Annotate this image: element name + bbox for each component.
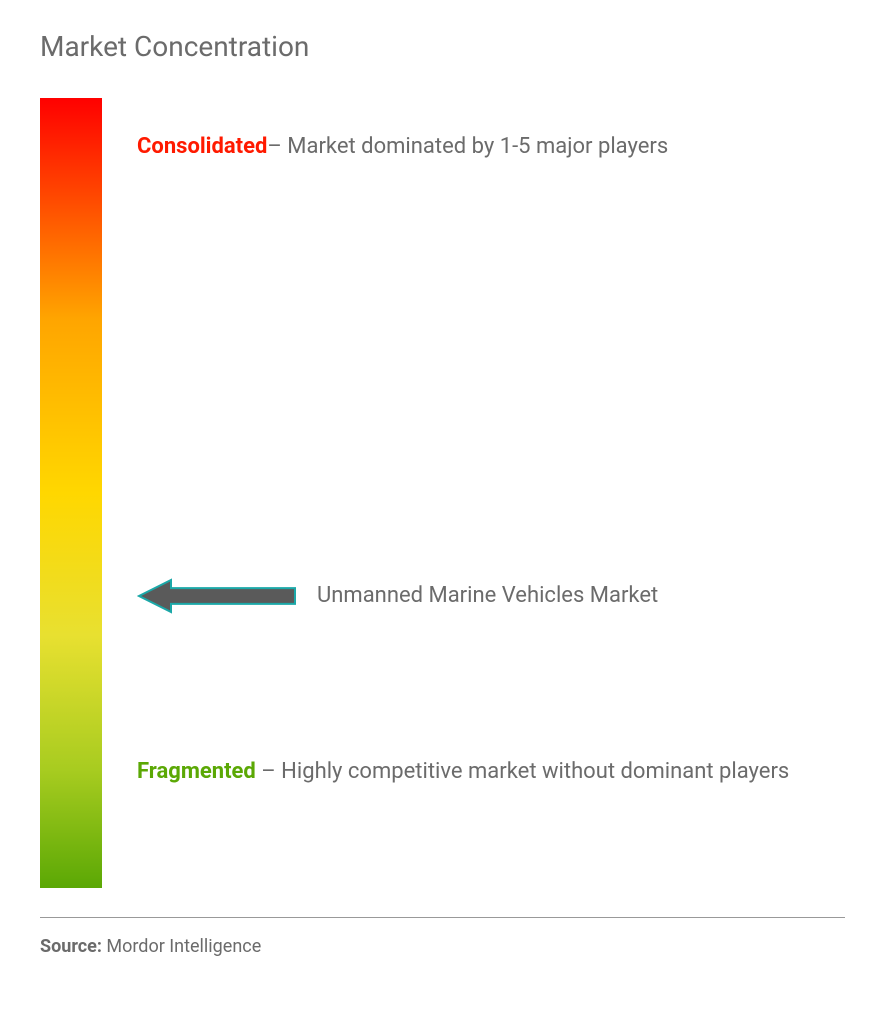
fragmented-desc: – Highly competitive market without domi…: [256, 759, 789, 784]
gradient-scale: [40, 98, 102, 888]
source-value: Mordor Intelligence: [102, 936, 261, 957]
main-content: Consolidated– Market dominated by 1-5 ma…: [40, 98, 845, 918]
market-name: Unmanned Marine Vehicles Market: [317, 578, 658, 613]
consolidated-word: Consolidated: [137, 134, 267, 159]
consolidated-desc: – Market dominated by 1-5 major players: [267, 134, 668, 159]
page-title: Market Concentration: [40, 30, 845, 63]
fragmented-label: Fragmented – Highly competitive market w…: [137, 748, 825, 796]
source-label: Source:: [40, 936, 102, 957]
marker-row: Unmanned Marine Vehicles Market: [137, 578, 658, 614]
arrow-icon: [137, 578, 297, 614]
infographic-container: Market Concentration Consolidated– Marke…: [0, 0, 885, 1010]
labels-area: Consolidated– Market dominated by 1-5 ma…: [102, 98, 845, 897]
fragmented-word: Fragmented: [137, 759, 256, 784]
consolidated-label: Consolidated– Market dominated by 1-5 ma…: [137, 123, 825, 171]
source-attribution: Source: Mordor Intelligence: [40, 936, 845, 957]
